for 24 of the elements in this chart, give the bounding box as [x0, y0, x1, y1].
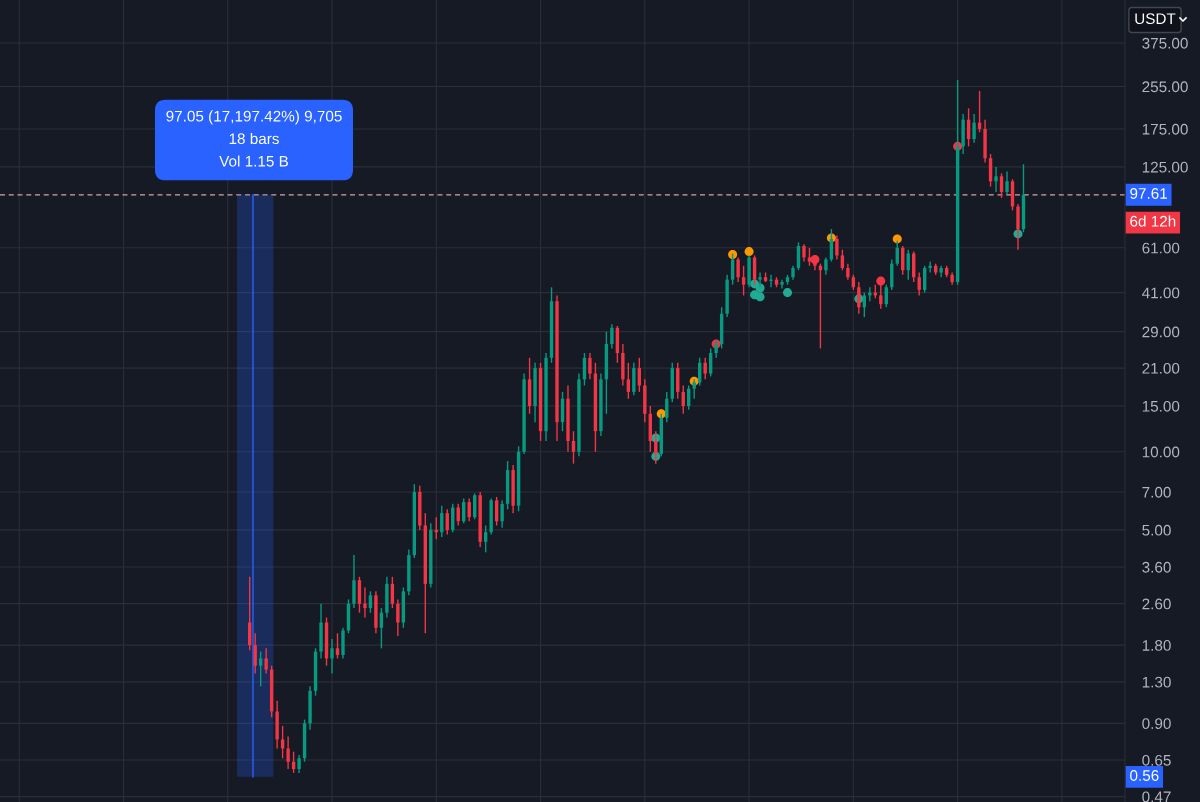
text: USDT: [1135, 13, 1176, 25]
y-tick-label: 0.65: [1142, 754, 1171, 766]
y-tick-label: 0.90: [1142, 718, 1171, 730]
y-tick-label: 3.60: [1142, 561, 1171, 573]
y-tick-label: 61.00: [1142, 242, 1180, 254]
text: 6d 12h: [1130, 215, 1176, 227]
y-tick-label: 375.00: [1142, 37, 1188, 49]
y-tick-label: 5.00: [1142, 524, 1171, 536]
y-tick-label: 255.00: [1142, 81, 1188, 93]
ref-line-label: 97.61: [1130, 188, 1167, 199]
y-tick-label: 1.30: [1142, 676, 1171, 688]
y-tick-label: 15.00: [1142, 400, 1180, 412]
y-tick-label: 0.47: [1142, 791, 1171, 802]
y-tick-label: 29.00: [1142, 326, 1180, 338]
y-tick-label: 125.00: [1142, 161, 1188, 173]
y-tick-label: 175.00: [1142, 123, 1188, 135]
y-tick-label: 2.60: [1142, 598, 1171, 610]
y-tick-label: 21.00: [1142, 362, 1180, 374]
y-tick-label: 10.00: [1142, 446, 1180, 458]
annotation: 97.05 (17,197.42%) 9,705 18 bars Vol 1.15 B: [166, 110, 342, 167]
annotation: 0.56: [1130, 770, 1159, 781]
y-tick-label: 41.00: [1142, 287, 1180, 299]
y-tick-label: 1.80: [1142, 640, 1171, 651]
y-tick-label: 7.00: [1142, 486, 1171, 498]
